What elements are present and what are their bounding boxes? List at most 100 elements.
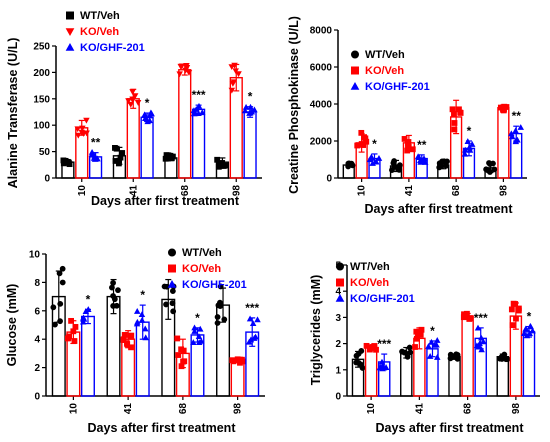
data-point [195, 110, 202, 116]
data-point [181, 358, 188, 365]
bar [461, 315, 474, 397]
data-point [190, 110, 198, 117]
data-point [513, 315, 519, 322]
data-point [70, 328, 77, 335]
data-point [500, 352, 507, 359]
data-point [451, 353, 458, 360]
legend-label: KO/GHF-201 [182, 279, 247, 291]
data-point [161, 283, 168, 290]
y-tick-label: 2 [335, 339, 341, 350]
significance-label: * [248, 90, 253, 104]
legend-label: KO/Veh [182, 263, 221, 275]
data-point [178, 63, 186, 70]
data-point [242, 103, 250, 110]
data-point [113, 145, 120, 152]
data-point [56, 270, 63, 277]
legend-marker [65, 28, 75, 37]
data-point [128, 344, 134, 351]
bar [497, 106, 510, 179]
significance-label: ** [512, 109, 522, 123]
x-tick-label: 98 [498, 185, 509, 197]
panel-ck: 0 2000 4000 6000 8000 Creatine Phosphokinase … [287, 16, 527, 216]
data-point [109, 284, 115, 291]
data-point [251, 106, 258, 113]
legend-marker [336, 278, 344, 287]
data-point [83, 117, 90, 124]
y-tick-label: 50 [39, 147, 51, 158]
data-point [57, 300, 64, 307]
data-point [138, 316, 146, 323]
data-point [405, 144, 411, 151]
bar [140, 116, 154, 179]
bar [80, 315, 95, 397]
data-point [113, 302, 120, 309]
bar [191, 108, 206, 179]
y-tick-label: 1 [335, 365, 341, 376]
data-point [366, 156, 374, 163]
data-point [345, 163, 352, 170]
data-point [199, 109, 206, 116]
y-axis-title: Creatine Phosphokinase (U/L) [287, 16, 301, 194]
bar [496, 356, 510, 397]
x-axis-title: Days after first treatment [88, 421, 237, 435]
data-point [405, 139, 412, 145]
legend-label: KO/GHF-201 [350, 293, 415, 305]
data-point [527, 323, 534, 330]
data-point [167, 152, 174, 159]
data-point [57, 318, 63, 325]
data-point [246, 315, 254, 322]
bar [230, 359, 245, 397]
data-point [219, 160, 226, 166]
data-point [234, 356, 241, 363]
data-point [478, 334, 485, 341]
data-point [128, 332, 135, 339]
data-point [474, 324, 482, 331]
data-point [232, 68, 239, 75]
y-tick-label: 8 [34, 278, 40, 289]
data-point [464, 138, 472, 144]
legend-label: WT/Veh [80, 10, 120, 22]
legend-label: WT/Veh [350, 261, 390, 273]
data-point [252, 333, 259, 340]
data-point [80, 314, 87, 321]
y-tick-label: 0 [44, 174, 50, 185]
data-point [483, 166, 490, 173]
data-point [369, 160, 376, 166]
data-point [431, 341, 438, 348]
y-tick-label: 100 [33, 121, 50, 132]
data-point [66, 161, 73, 168]
data-point [241, 107, 249, 114]
data-point [79, 318, 87, 325]
data-point [214, 320, 221, 326]
data-point [142, 325, 149, 332]
data-point [522, 325, 530, 332]
data-point [434, 353, 441, 360]
significance-label: * [430, 324, 435, 338]
data-point [249, 320, 257, 327]
data-point [142, 334, 149, 341]
x-tick-label: 68 [463, 403, 474, 415]
data-point [468, 141, 476, 147]
significance-label: * [86, 292, 91, 306]
data-point [460, 314, 467, 321]
data-point [510, 300, 517, 307]
data-point [466, 316, 473, 322]
y-tick-label: 250 [33, 42, 50, 53]
legend-label: WT/Veh [365, 49, 405, 61]
data-point [50, 304, 57, 311]
x-axis-title: Days after first treatment [365, 202, 514, 216]
data-point [134, 100, 142, 106]
significance-label: * [527, 310, 532, 324]
data-point [111, 296, 118, 303]
data-point [401, 136, 408, 142]
data-point [415, 154, 423, 160]
data-point [131, 93, 139, 100]
x-tick-label: 68 [178, 403, 189, 415]
x-tick-label: 68 [451, 185, 462, 197]
legend-label: KO/Veh [350, 277, 389, 289]
data-point [412, 344, 418, 350]
data-point [174, 335, 181, 342]
data-point [65, 335, 72, 342]
data-point [476, 340, 483, 347]
data-point [426, 353, 434, 359]
